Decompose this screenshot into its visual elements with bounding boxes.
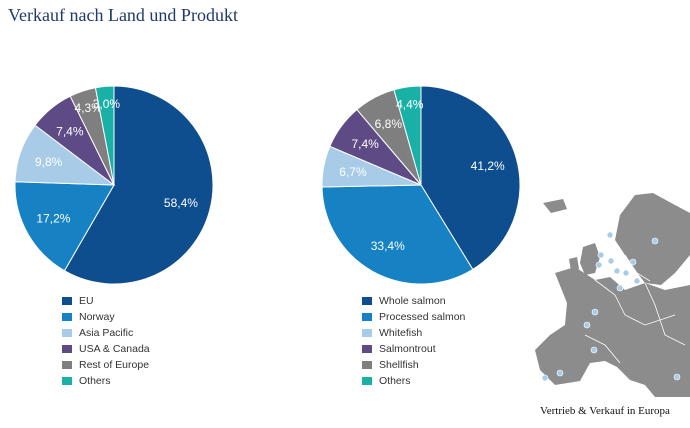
legend-swatch [62, 297, 72, 305]
legend-label: Whole salmon [379, 295, 446, 307]
data-label-country-0: 58,4% [164, 196, 198, 210]
legend-swatch [362, 329, 372, 337]
data-label-country-1: 17,2% [36, 212, 70, 226]
data-label-country-4: 4,3% [75, 101, 103, 115]
legend-item: EU [62, 293, 150, 309]
pie-chart-product: 41,2% 33,4% 6,7% 7,4% 6,8% 4,4% [321, 85, 521, 285]
data-label-country-5: 3,0% [93, 97, 121, 111]
legend-item: Whole salmon [362, 293, 465, 309]
legend-label: Others [379, 375, 411, 387]
legend-country: EU Norway Asia Pacific USA & Canada Rest of … [62, 293, 150, 389]
legend-label: Rest of Europe [79, 359, 150, 371]
legend-item: Whitefish [362, 325, 465, 341]
pie-slice-product-1 [321, 184, 474, 285]
legend-item: USA & Canada [62, 341, 150, 357]
legend-swatch [62, 329, 72, 337]
pie-chart-country: 58,4% 17,2% 9,8% 7,4% 4,3%3,0% [14, 85, 214, 285]
data-label-product-3: 7,4% [351, 137, 379, 151]
legend-swatch [362, 297, 372, 305]
pie-slice-country-1 [14, 181, 115, 272]
legend-swatch [362, 313, 372, 321]
legend-swatch [362, 361, 372, 369]
legend-swatch [62, 313, 72, 321]
pie-slice-product-0 [420, 85, 521, 271]
legend-item: Rest of Europe [62, 357, 150, 373]
data-label-product-1: 33,4% [371, 239, 405, 253]
europe-map-image [535, 193, 690, 397]
legend-swatch [62, 377, 72, 385]
data-label-product-5: 4,4% [396, 98, 424, 112]
pie-slice-product-5 [393, 85, 422, 186]
legend-label: USA & Canada [79, 343, 150, 355]
legend-swatch [362, 345, 372, 353]
legend-swatch [62, 345, 72, 353]
legend-label: Asia Pacific [79, 327, 134, 339]
legend-item: Norway [62, 309, 150, 325]
legend-item: Shellfish [362, 357, 465, 373]
legend-label: Processed salmon [379, 311, 466, 323]
legend-item: Others [62, 373, 150, 389]
legend-label: EU [79, 295, 94, 307]
legend-label: Shellfish [379, 359, 419, 371]
pie-slice-country-0 [63, 85, 214, 285]
legend-product: Whole salmon Processed salmon Whitefish Sal… [362, 293, 465, 389]
legend-label: Others [79, 375, 111, 387]
map-caption: Vertrieb & Verkauf in Europa [540, 405, 670, 417]
page-title: Verkauf nach Land und Produkt [8, 5, 238, 25]
legend-swatch [62, 361, 72, 369]
legend-label: Salmontrout [379, 343, 436, 355]
legend-label: Whitefish [379, 327, 423, 339]
legend-swatch [362, 377, 372, 385]
data-label-product-2: 6,7% [339, 165, 367, 179]
legend-item: Others [362, 373, 465, 389]
legend-label: Norway [79, 311, 115, 323]
data-label-product-4: 6,8% [375, 117, 403, 131]
legend-item: Asia Pacific [62, 325, 150, 341]
pie-slice-country-5 [94, 85, 115, 186]
data-label-country-2: 9,8% [35, 155, 63, 169]
legend-item: Processed salmon [362, 309, 465, 325]
data-label-product-0: 41,2% [471, 159, 505, 173]
legend-item: Salmontrout [362, 341, 465, 357]
data-label-country-3: 7,4% [56, 125, 84, 139]
